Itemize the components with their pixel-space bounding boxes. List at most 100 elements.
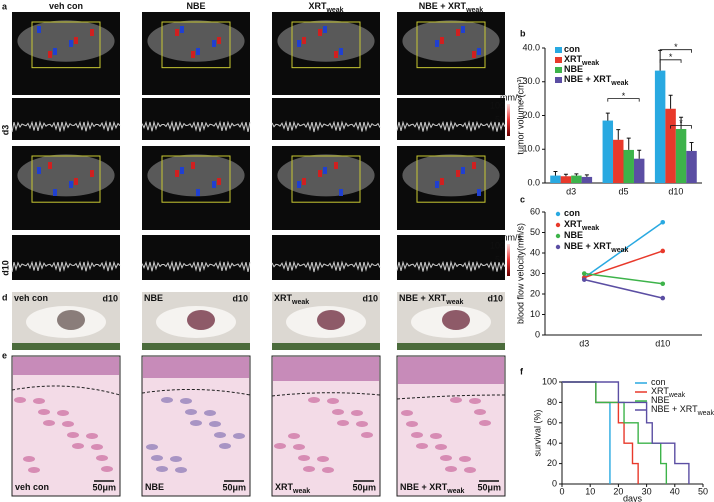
doppler-signal: [212, 40, 216, 47]
error-bar: [584, 174, 589, 177]
doppler-signal: [440, 37, 444, 44]
legend-label: NBE: [651, 395, 670, 405]
x-tick-label: 0: [559, 486, 564, 496]
bar: [665, 108, 676, 183]
doppler-signal: [435, 40, 439, 47]
doppler-signal: [318, 29, 322, 36]
point: [581, 277, 587, 282]
cells: [469, 398, 481, 404]
legend-label-main: NBE: [564, 230, 583, 240]
legend-label-main: NBE + XRT: [651, 404, 698, 414]
x-tick-label: 20: [613, 486, 623, 496]
panel-letter: e: [2, 350, 7, 360]
bar: [613, 139, 624, 183]
y-axis-label: survival (%): [532, 409, 542, 456]
column-header: NBE: [186, 1, 205, 11]
cells: [146, 444, 158, 450]
legend-label: NBE + XRTweak: [564, 241, 628, 254]
error-bar: [668, 94, 673, 109]
legend-swatch: [555, 67, 562, 73]
doppler-signal: [74, 178, 78, 185]
legend-label: XRTweak: [564, 54, 599, 67]
cells: [185, 409, 197, 415]
point: [660, 295, 666, 301]
tumor: [187, 310, 215, 330]
doppler-signal: [323, 167, 327, 174]
boundary: [396, 394, 506, 400]
epidermis: [273, 357, 379, 381]
histology-label-main: XRT: [275, 482, 294, 492]
ruler: [142, 343, 250, 350]
cells: [288, 433, 300, 439]
doppler-signal: [440, 178, 444, 185]
histology-label: NBE + XRTweak: [400, 482, 464, 495]
error-bar: [616, 129, 621, 140]
error-bar: [605, 112, 610, 121]
cells: [180, 398, 192, 404]
doppler-signal: [334, 162, 338, 169]
legend-label-sub: weak: [668, 392, 686, 399]
doppler-signal: [48, 51, 52, 58]
cells: [479, 420, 491, 426]
photo-label: XRTweak: [274, 293, 309, 306]
significance-star: *: [674, 42, 678, 52]
legend-label-main: NBE + XRT: [564, 74, 612, 84]
bar: [581, 176, 593, 183]
cells: [209, 421, 221, 427]
legend-label: NBE: [564, 230, 583, 240]
y-tick-label: 20: [547, 458, 557, 468]
boundary: [271, 392, 381, 397]
boundary: [141, 388, 251, 396]
waveform-image: [397, 98, 505, 140]
waveform: [141, 260, 251, 273]
column-header-main: NBE: [186, 1, 205, 11]
tissue: [147, 20, 245, 62]
velocity-tick: 100: [490, 240, 505, 250]
legend-label-main: con: [564, 208, 580, 218]
roi-box: [416, 21, 486, 69]
photo-label: veh con: [14, 293, 48, 303]
cells: [86, 433, 98, 439]
doppler-signal: [318, 170, 322, 177]
cells: [43, 420, 55, 426]
column-header-sub: weak: [325, 7, 343, 14]
y-tick-label: 80: [547, 397, 557, 407]
cells: [474, 409, 486, 415]
column-header: NBE + XRTweak: [419, 1, 483, 14]
y-tick-label: 20: [530, 288, 540, 298]
doppler-signal: [456, 170, 460, 177]
epidermis: [13, 357, 119, 375]
panel-letter: f: [520, 366, 524, 376]
y-tick-label: 0.0: [527, 177, 540, 187]
cells: [322, 467, 334, 473]
point: [660, 219, 666, 225]
cells: [62, 421, 74, 427]
cells: [356, 421, 368, 427]
cells: [190, 420, 202, 426]
scale-bar-label: 50μm: [352, 482, 376, 492]
histology-label-main: NBE: [145, 482, 164, 492]
cells: [445, 466, 457, 472]
cells: [440, 455, 452, 461]
y-axis-label: blood flow velocity(mm/s): [515, 223, 525, 324]
survival-curve: [562, 381, 611, 484]
y-tick-label: 40.0: [522, 42, 540, 52]
doppler-signal: [69, 40, 73, 47]
significance-bracket: [670, 125, 692, 129]
error-bar: [563, 173, 568, 177]
error-bar: [626, 137, 631, 150]
legend-swatch: [555, 47, 562, 53]
histology-label: NBE: [145, 482, 164, 492]
photo-label-main: NBE + XRT: [399, 293, 447, 303]
doppler-signal: [175, 29, 179, 36]
panel-letter: c: [520, 194, 525, 204]
photo-label-sub: weak: [445, 299, 463, 306]
doppler-signal: [53, 48, 57, 55]
doppler-signal: [212, 181, 216, 188]
doppler-signal: [53, 189, 57, 196]
legend-label-sub: weak: [697, 410, 714, 417]
legend-swatch: [555, 57, 562, 63]
significance-star: *: [669, 52, 673, 62]
cells: [293, 444, 305, 450]
cells: [351, 410, 363, 416]
